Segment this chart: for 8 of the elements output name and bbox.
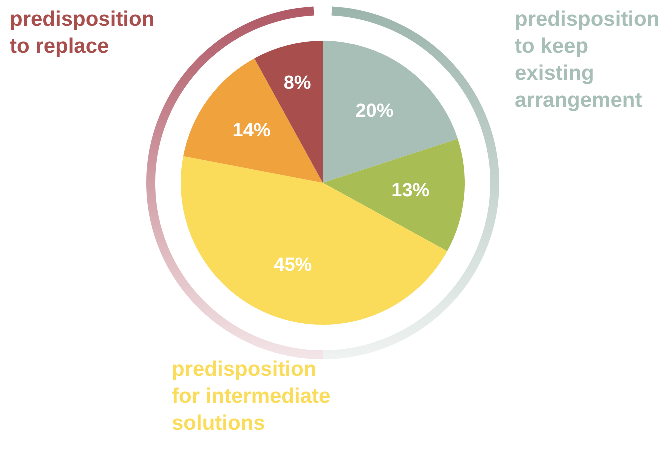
- data-label: 20%: [356, 101, 394, 122]
- data-label: 14%: [232, 120, 271, 142]
- data-label: 13%: [392, 180, 430, 202]
- data-label: 45%: [274, 255, 312, 276]
- text: predisposition to keep existing arrangement: [515, 7, 661, 114]
- text: predisposition to replace: [10, 7, 155, 60]
- data-label: 8%: [284, 73, 312, 94]
- text: predisposition for intermediate solutions: [172, 357, 331, 437]
